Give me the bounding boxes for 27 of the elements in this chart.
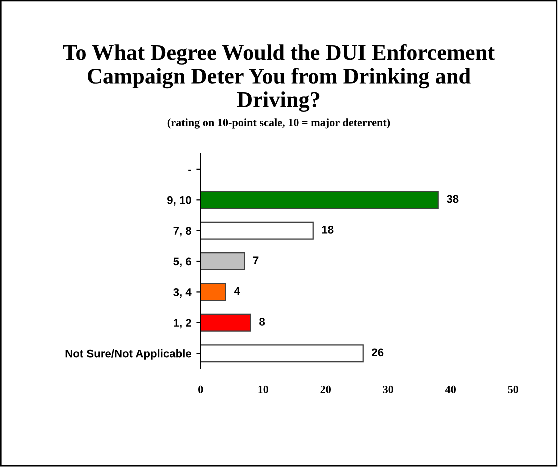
data-label: 7	[253, 256, 259, 264]
data-label: 38	[446, 195, 459, 204]
bar	[200, 314, 252, 332]
bar	[200, 252, 246, 271]
x-tick-label: 30	[383, 386, 394, 394]
x-tick-label: 40	[445, 386, 456, 394]
y-tick-label: 9, 10	[168, 196, 192, 206]
y-tick-label: 5, 6	[174, 258, 192, 268]
x-tick-label: 10	[258, 386, 269, 394]
x-tick-label: 50	[508, 386, 518, 394]
bar	[200, 283, 226, 302]
data-label: 4	[234, 287, 240, 296]
y-tick-label: 7, 8	[174, 227, 192, 237]
chart-title: To What Degree Would the DUI Enforcement Campaign Deter You from Drinking and Driving?	[63, 44, 495, 112]
bar	[200, 191, 439, 210]
x-tick-label: 0	[198, 386, 204, 394]
x-tick-label: 20	[320, 386, 332, 394]
chart-subtitle: (rating on 10-point scale, 10 = major deterrent)	[168, 118, 390, 129]
y-tick-label: 1, 2	[174, 319, 192, 329]
y-tick-label: 3, 4	[174, 288, 192, 298]
bar	[200, 222, 314, 240]
data-label: 26	[372, 348, 384, 357]
y-tick-label: -	[188, 170, 192, 172]
data-label: 18	[322, 226, 334, 234]
data-label: 8	[260, 318, 266, 326]
y-tick-label: Not Sure/Not Applicable	[66, 350, 192, 360]
bar	[200, 344, 364, 363]
